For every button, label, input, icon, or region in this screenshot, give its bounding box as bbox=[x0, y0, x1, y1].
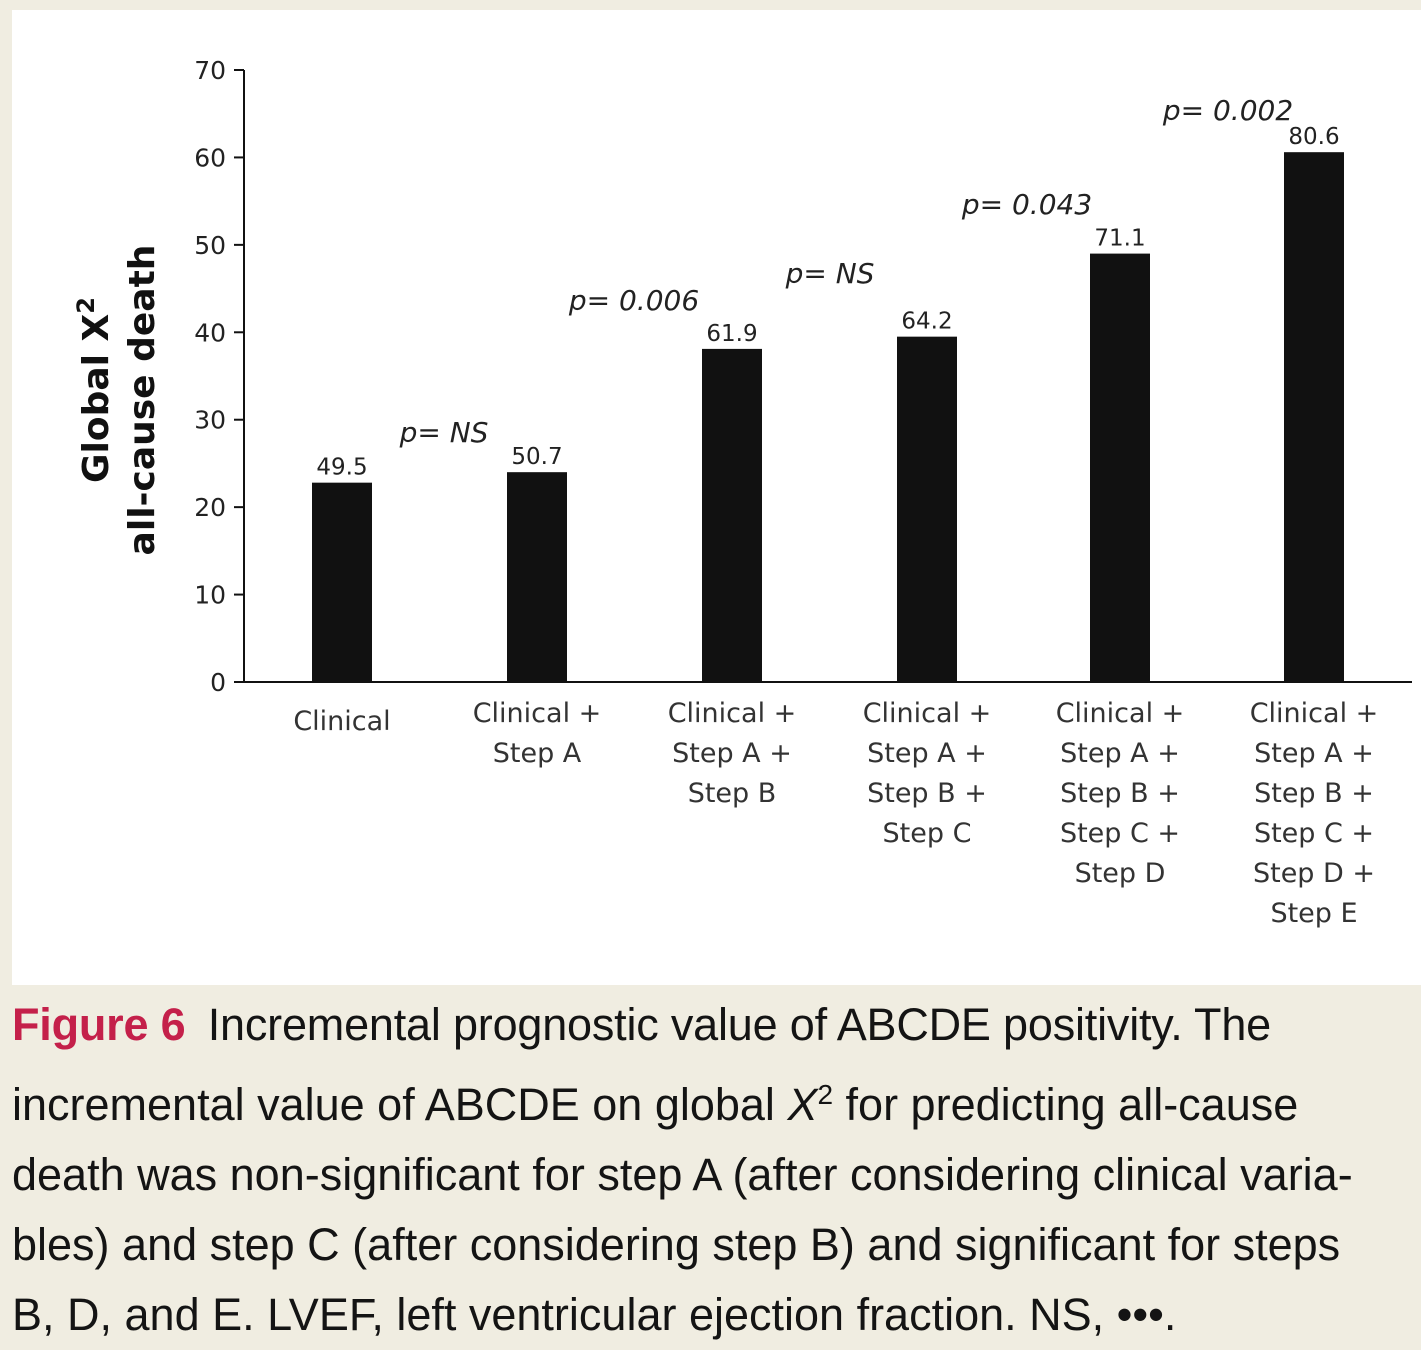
category-label: Clinical + bbox=[863, 698, 992, 729]
y-tick-label: 30 bbox=[194, 406, 226, 435]
category-label: Step A + bbox=[672, 738, 792, 769]
caption-line2-x: X bbox=[787, 1079, 818, 1130]
category-label: Step B bbox=[688, 778, 777, 809]
category-label: Step C bbox=[883, 818, 972, 849]
svg-text:Global X2: Global X2 bbox=[72, 297, 117, 483]
category-label: Step A + bbox=[1254, 738, 1374, 769]
bar bbox=[897, 336, 957, 682]
category-label: Step D bbox=[1075, 858, 1166, 889]
y-tick-label: 50 bbox=[194, 231, 226, 260]
y-tick-label: 10 bbox=[194, 581, 226, 610]
caption-line2-post: for predicting all-cause bbox=[833, 1079, 1299, 1130]
category-label: Step B + bbox=[1060, 778, 1180, 809]
figure-caption: Figure 6 Incremental prognostic value of… bbox=[12, 990, 1412, 1350]
bar-value-label: 49.5 bbox=[316, 455, 367, 481]
category-label: Clinical + bbox=[1056, 698, 1185, 729]
caption-line2-sup: 2 bbox=[817, 1079, 834, 1110]
category-label: Clinical + bbox=[473, 698, 602, 729]
bar bbox=[1284, 152, 1344, 682]
bar-value-label: 50.7 bbox=[511, 444, 562, 470]
bars bbox=[312, 152, 1344, 682]
caption-line3: death was non-significant for step A (af… bbox=[12, 1149, 1353, 1200]
category-label: Step B + bbox=[867, 778, 987, 809]
p-value-label: p= 0.043 bbox=[961, 188, 1092, 221]
category-labels: Clinical Clinical + Step A Clinical + Step A… bbox=[293, 698, 1378, 929]
bar bbox=[312, 482, 372, 682]
figure-label: Figure 6 bbox=[12, 999, 186, 1050]
y-tick-label: 70 bbox=[194, 56, 226, 85]
y-axis-label-line1: Global X bbox=[76, 313, 117, 483]
caption-line2-pre: incremental value of ABCDE on global bbox=[12, 1079, 788, 1130]
bar-value-label: 71.1 bbox=[1094, 226, 1145, 252]
bar bbox=[507, 472, 567, 682]
y-axis-label-sup: 2 bbox=[72, 297, 100, 314]
y-tick-label: 20 bbox=[194, 493, 226, 522]
y-tick-label: 40 bbox=[194, 318, 226, 347]
p-value-labels: p= NS p= 0.006 p= NS p= 0.043 p= 0.002 bbox=[399, 94, 1294, 449]
value-labels: 49.5 50.7 61.9 64.2 71.1 80.6 bbox=[316, 124, 1339, 480]
y-tick-label: 0 bbox=[210, 668, 226, 697]
category-label: Step E bbox=[1270, 898, 1357, 929]
y-ticks: 0 10 20 30 40 50 60 70 bbox=[194, 56, 244, 697]
category-label: Step A + bbox=[867, 738, 987, 769]
p-value-label: p= 0.002 bbox=[1162, 94, 1293, 127]
bar-chart: Global X2 all-cause death 0 10 20 30 40 50 60 7… bbox=[72, 56, 1412, 929]
category-label: Step A bbox=[493, 738, 582, 769]
category-label: Step D + bbox=[1253, 858, 1375, 889]
category-label: Clinical + bbox=[1250, 698, 1379, 729]
category-label: Step C + bbox=[1254, 818, 1374, 849]
y-tick-label: 60 bbox=[194, 143, 226, 172]
caption-line5: B, D, and E. LVEF, left ventricular ejec… bbox=[12, 1289, 1177, 1340]
bar bbox=[1090, 253, 1150, 682]
bar-value-label: 64.2 bbox=[901, 309, 952, 335]
p-value-label: p= 0.006 bbox=[568, 284, 699, 317]
bar-value-label: 80.6 bbox=[1288, 124, 1339, 150]
p-value-label: p= NS bbox=[785, 257, 875, 290]
bar bbox=[702, 348, 762, 682]
p-value-label: p= NS bbox=[399, 416, 489, 449]
chart-panel: Global X2 all-cause death 0 10 20 30 40 50 60 7… bbox=[12, 10, 1421, 985]
caption-line1: Incremental prognostic value of ABCDE po… bbox=[207, 999, 1271, 1050]
y-axis-label-line2: all-cause death bbox=[122, 245, 163, 556]
category-label: Step A + bbox=[1060, 738, 1180, 769]
caption-line4: bles) and step C (after considering step… bbox=[12, 1219, 1341, 1270]
y-axis-label: Global X2 all-cause death bbox=[72, 245, 163, 556]
bar-value-label: 61.9 bbox=[706, 321, 757, 347]
category-label: Clinical + bbox=[668, 698, 797, 729]
category-label: Step B + bbox=[1254, 778, 1374, 809]
category-label: Clinical bbox=[293, 706, 390, 737]
category-label: Step C + bbox=[1060, 818, 1180, 849]
